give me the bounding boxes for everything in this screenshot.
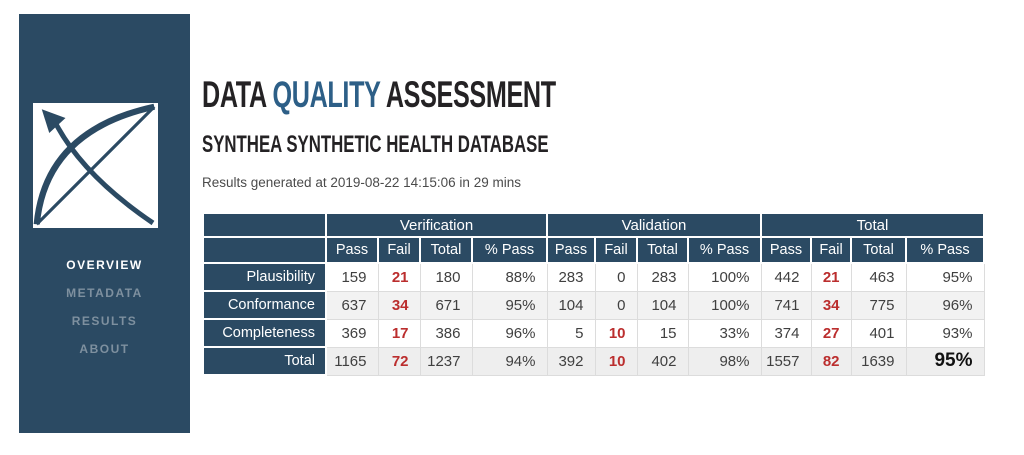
table-cell: 96% [905,290,985,320]
table-cell: 104 [546,290,596,320]
table-cell: 27 [810,318,852,348]
table-cell: 10 [594,346,638,376]
title-quality: QUALITY [272,74,381,115]
table-cell: 17 [377,318,421,348]
title-data: DATA [202,74,266,115]
col-header-fail: Fail [594,236,638,264]
col-header-pass: Pass [325,236,379,264]
row-label: Total [202,346,327,376]
table-cell: 33% [687,318,762,348]
table-cell: 72 [377,346,421,376]
table-cell: 1165 [325,346,379,376]
table-cell: 463 [850,262,907,292]
table-cell: 671 [419,290,473,320]
table-cell: 88% [471,262,548,292]
generated-timestamp: Results generated at 2019-08-22 14:15:06… [202,175,521,190]
table-row-conformance: Conformance 637 34 671 95% 104 0 104 100… [202,290,985,320]
table-cell: 100% [687,262,762,292]
col-header-pass: Pass [546,236,596,264]
table-cell: 10 [594,318,638,348]
table-cell: 15 [636,318,689,348]
table-cell: 21 [377,262,421,292]
database-subtitle: SYNTHEA SYNTHETIC HEALTH DATABASE [202,131,549,158]
table-cell: 159 [325,262,379,292]
table-cell: 386 [419,318,473,348]
table-cell: 775 [850,290,907,320]
table-cell: 34 [810,290,852,320]
table-cell: 442 [760,262,812,292]
table-cell: 21 [810,262,852,292]
sidebar-item-overview[interactable]: OVERVIEW [66,258,143,272]
table-cell: 180 [419,262,473,292]
table-row-total: Total 1165 72 1237 94% 392 10 402 98% 15… [202,346,985,376]
table-cell: 1557 [760,346,812,376]
dq-results-table: Verification Validation Total Pass Fail … [202,212,985,376]
group-header-validation: Validation [546,212,762,238]
col-header-fail: Fail [377,236,421,264]
crossed-arrows-icon [33,103,158,228]
app-logo [33,103,158,228]
table-cell: 82 [810,346,852,376]
col-header-total: Total [636,236,689,264]
table-cell: 5 [546,318,596,348]
table-cell: 374 [760,318,812,348]
table-cell: 369 [325,318,379,348]
group-header-verification: Verification [325,212,548,238]
table-cell: 100% [687,290,762,320]
table-cell: 93% [905,318,985,348]
table-cell: 95% [905,262,985,292]
row-label: Conformance [202,290,327,320]
col-header-total: Total [850,236,907,264]
table-row-plausibility: Plausibility 159 21 180 88% 283 0 283 10… [202,262,985,292]
table-cell: 283 [546,262,596,292]
table-cell: 95% [471,290,548,320]
sidebar-item-about[interactable]: ABOUT [79,342,130,356]
table-cell: 401 [850,318,907,348]
page-title: DATA QUALITY ASSESSMENT [202,74,556,116]
table-cell: 94% [471,346,548,376]
row-label: Plausibility [202,262,327,292]
table-cell: 1639 [850,346,907,376]
group-header-row: Verification Validation Total [202,212,985,238]
sub-header-row: Pass Fail Total % Pass Pass Fail Total %… [202,236,985,264]
col-header-pct-pass: % Pass [905,236,985,264]
table-row-completeness: Completeness 369 17 386 96% 5 10 15 33% … [202,318,985,348]
col-header-pass: Pass [760,236,812,264]
table-cell: 741 [760,290,812,320]
corner-cell [202,236,327,264]
table-cell: 1237 [419,346,473,376]
col-header-pct-pass: % Pass [687,236,762,264]
table-cell: 637 [325,290,379,320]
table-cell: 402 [636,346,689,376]
title-assessment: ASSESSMENT [385,74,556,115]
sidebar-item-metadata[interactable]: METADATA [66,286,143,300]
table-cell: 98% [687,346,762,376]
table-cell: 392 [546,346,596,376]
sidebar-nav: OVERVIEW METADATA RESULTS ABOUT [19,251,190,363]
table-cell: 0 [594,262,638,292]
group-header-total: Total [760,212,985,238]
corner-cell [202,212,327,238]
table-cell: 283 [636,262,689,292]
col-header-fail: Fail [810,236,852,264]
col-header-pct-pass: % Pass [471,236,548,264]
sidebar-item-results[interactable]: RESULTS [71,314,138,328]
table-cell: 34 [377,290,421,320]
table-cell: 104 [636,290,689,320]
table-cell: 0 [594,290,638,320]
grand-total-pct-cell: 95% [905,346,985,376]
sidebar: OVERVIEW METADATA RESULTS ABOUT [19,14,190,433]
col-header-total: Total [419,236,473,264]
row-label: Completeness [202,318,327,348]
table-cell: 96% [471,318,548,348]
